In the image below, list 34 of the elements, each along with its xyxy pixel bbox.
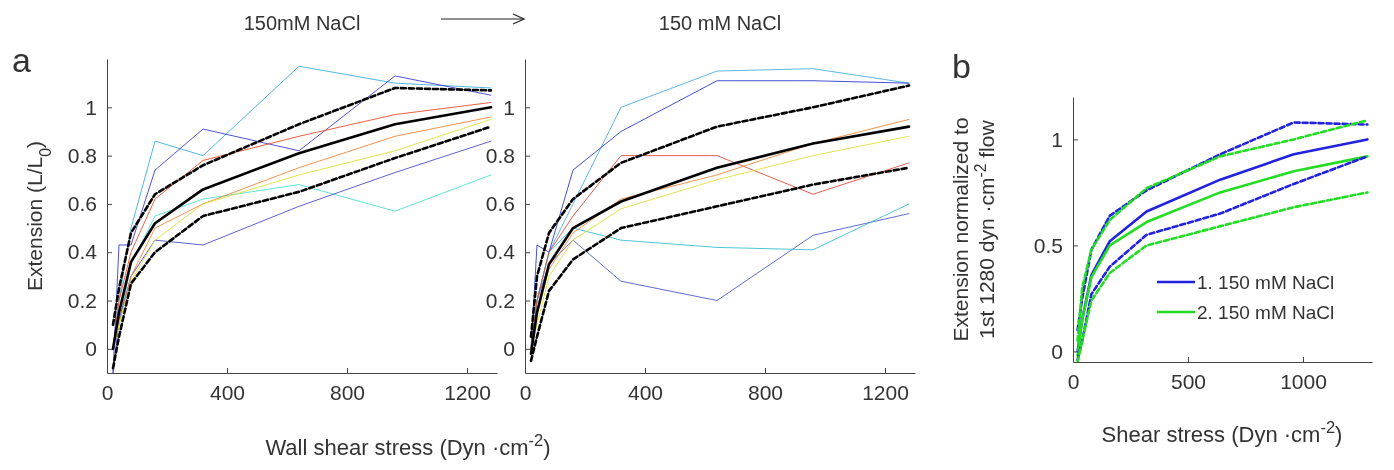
y-tick-label: 0.6: [485, 192, 515, 216]
y-tick-label: 0.8: [485, 143, 515, 167]
y-tick-label: 0.2: [67, 288, 97, 312]
y-tick-label: 0.2: [485, 288, 515, 312]
x-tick-label: 1200: [862, 380, 909, 404]
y-tick-label: 0: [1051, 339, 1063, 363]
text: b: [952, 47, 971, 85]
x-tick-label: 0: [101, 380, 114, 404]
x-tick-label: 1000: [1280, 369, 1327, 393]
x-tick-label: 0: [519, 380, 532, 404]
legend-label: 2. 150 mM NaCl: [1197, 302, 1335, 323]
x-tick-label: 1200: [444, 380, 491, 404]
x-axis-title: Shear stress (Dyn ·cm$^{-2}$): [1101, 418, 1343, 447]
x-tick-label: 0: [1067, 369, 1080, 393]
x-tick-label: 800: [329, 380, 366, 404]
x-axis-title: Wall shear stress (Dyn ·cm$^{-2}$): [265, 431, 551, 460]
y-tick-label: 0.6: [67, 192, 97, 216]
y-tick-label: 1: [1051, 127, 1063, 151]
y-tick-label: 0: [503, 337, 515, 361]
x-tick-label: 400: [209, 380, 246, 404]
y-tick-label: 0.4: [67, 240, 98, 264]
y-tick-label: 0: [85, 337, 97, 361]
y-tick-label: 0.8: [67, 143, 97, 167]
x-tick-label: 500: [1170, 369, 1207, 393]
x-tick-label: 800: [747, 380, 784, 404]
legend-label: 1. 150 mM NaCl: [1197, 272, 1335, 293]
chart-title: 150 mM NaCl: [658, 12, 782, 34]
y-tick-label: 0.4: [485, 240, 516, 264]
chart-title: 150mM NaCl: [243, 12, 361, 34]
y-tick-label: 1: [503, 95, 515, 119]
x-tick-label: 400: [627, 380, 664, 404]
text: a: [12, 41, 31, 79]
y-tick-label: 0.5: [1033, 233, 1063, 257]
y-tick-label: 1: [85, 95, 97, 119]
